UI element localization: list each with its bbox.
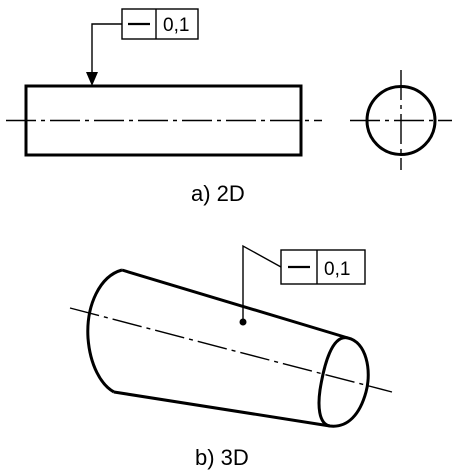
feature-control-frame-3d: 0,1 — [280, 249, 366, 285]
leader-dot-3d — [239, 244, 282, 326]
tolerance-value-2d: 0,1 — [163, 15, 189, 36]
leader-arrow-2d — [86, 23, 122, 86]
tolerance-value-3d: 0,1 — [324, 259, 350, 280]
feature-control-frame-2d: 0,1 — [121, 8, 199, 40]
caption-2d: a) 2D — [191, 181, 245, 206]
view-2d: 0,1 a) 2D — [6, 8, 452, 206]
shaft-end-view — [350, 70, 452, 170]
view-3d: 0,1 b) 3D — [69, 244, 393, 470]
caption-3d: b) 3D — [195, 445, 249, 470]
centerline-3d — [69, 307, 393, 393]
cylinder-3d — [69, 268, 393, 428]
